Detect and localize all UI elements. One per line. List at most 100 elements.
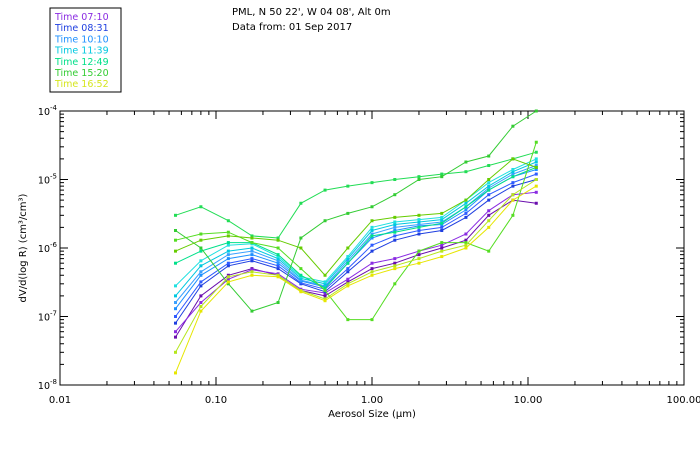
data-point [199,274,202,277]
data-point [324,274,327,277]
data-point [199,239,202,242]
data-point [393,226,396,229]
data-point [417,218,420,221]
data-point [393,264,396,267]
data-point [487,164,490,167]
data-point [464,216,467,219]
data-point [174,294,177,297]
data-point [511,185,514,188]
data-point [324,299,327,302]
data-point [417,233,420,236]
data-point [371,274,374,277]
data-point [487,226,490,229]
data-point [393,239,396,242]
data-point [250,247,253,250]
data-point [464,161,467,164]
data-point [487,189,490,192]
data-point [393,193,396,196]
y-tick-label: 10-8 [38,378,57,392]
data-point [440,250,443,253]
data-point [417,226,420,229]
data-point [199,233,202,236]
data-point [346,284,349,287]
data-point [299,247,302,250]
data-point [371,318,374,321]
data-point [487,214,490,217]
data-point [199,305,202,308]
data-point [464,170,467,173]
data-point [277,239,280,242]
data-point [535,161,538,164]
data-point [371,229,374,232]
data-point [174,250,177,253]
data-point [535,141,538,144]
data-point [371,262,374,265]
data-point [199,247,202,250]
data-point [440,222,443,225]
data-point [464,247,467,250]
data-point [535,173,538,176]
data-point [174,214,177,217]
y-tick-label: 10-6 [38,241,58,255]
data-point [511,181,514,184]
data-point [440,175,443,178]
data-point [250,250,253,253]
data-point [299,202,302,205]
data-point [393,262,396,265]
legend-item: Time 07:10 [54,12,109,23]
series-group [174,141,538,321]
data-point [174,371,177,374]
data-point [174,315,177,318]
data-point [440,229,443,232]
data-point [535,151,538,154]
data-point [417,214,420,217]
data-point [227,231,230,234]
data-point [299,274,302,277]
legend-item: Time 11:39 [54,46,109,57]
x-axis-label: Aerosol Size (μm) [328,409,416,420]
data-point [250,274,253,277]
data-point [346,318,349,321]
data-point [324,294,327,297]
data-point [346,247,349,250]
data-point [346,262,349,265]
data-point [417,257,420,260]
data-point [324,280,327,283]
data-point [487,178,490,181]
series-layer [174,110,538,375]
data-point [393,220,396,223]
data-point [417,262,420,265]
data-point [464,208,467,211]
data-point [174,336,177,339]
data-point [417,253,420,256]
data-point [440,226,443,229]
data-point [227,275,230,278]
data-point [174,239,177,242]
data-point [277,301,280,304]
data-point [250,270,253,273]
data-point [371,270,374,273]
data-point [417,178,420,181]
data-point [511,214,514,217]
x-tick-label: 0.01 [49,395,71,406]
data-point [174,229,177,232]
data-point [250,310,253,313]
data-point [277,264,280,267]
data-point [393,267,396,270]
data-point [464,202,467,205]
data-point [346,255,349,258]
data-point [250,257,253,260]
data-point [393,231,396,234]
data-point [440,212,443,215]
data-point [464,212,467,215]
legend-item: Time 16:52 [54,79,109,90]
data-point [299,290,302,293]
data-point [346,270,349,273]
data-point [277,247,280,250]
data-point [199,270,202,273]
data-point [440,247,443,250]
data-point [227,250,230,253]
